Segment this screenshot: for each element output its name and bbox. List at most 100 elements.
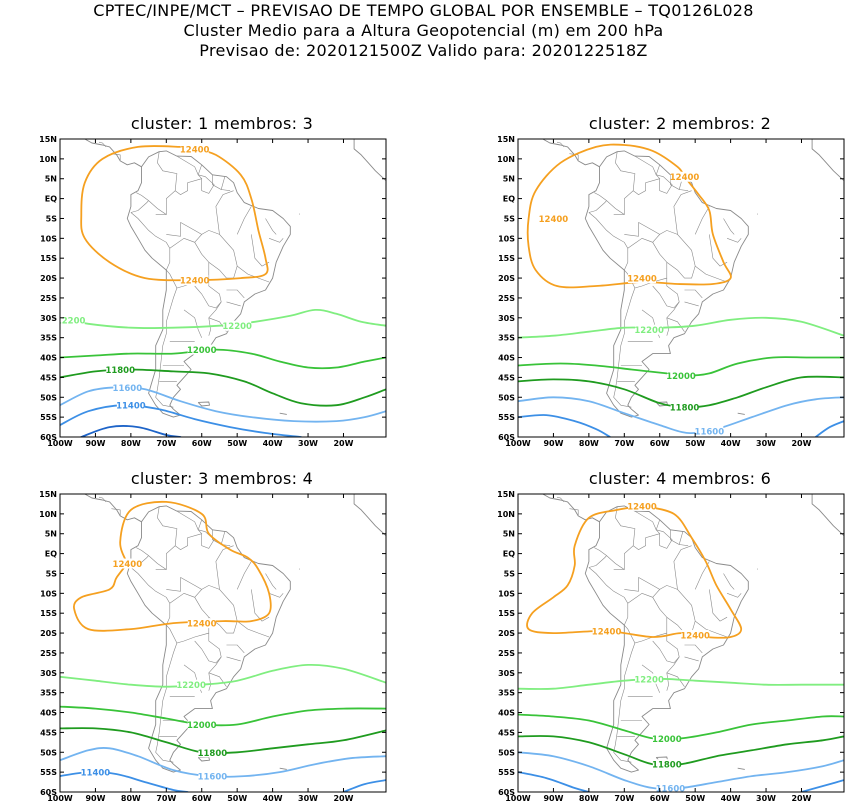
- lon-label: 40W: [263, 439, 283, 448]
- contour-label-bg: [628, 273, 657, 284]
- country-border: [136, 151, 178, 216]
- lat-label: 5N: [503, 175, 515, 184]
- lat-label: 15S: [40, 609, 57, 618]
- coastline: [119, 494, 121, 495]
- lat-label: 10S: [498, 589, 515, 598]
- lat-label: 20S: [40, 629, 57, 638]
- country-border: [98, 141, 107, 148]
- lon-label: 50W: [227, 794, 247, 803]
- lat-label: 40S: [40, 709, 57, 718]
- lat-label: 35S: [498, 689, 515, 698]
- contour-12200: [60, 663, 386, 688]
- contour-11400: [814, 420, 844, 437]
- country-border: [695, 620, 728, 638]
- country-border: [212, 529, 226, 545]
- lon-label: 80W: [579, 439, 599, 448]
- lat-label: 30S: [40, 669, 57, 678]
- country-border: [236, 561, 252, 590]
- contour-11400: [60, 771, 189, 792]
- contour-12000: [60, 348, 386, 370]
- country-border: [673, 545, 692, 590]
- lon-label: 20W: [791, 439, 811, 448]
- country-border: [155, 287, 178, 408]
- lat-label: 20S: [40, 274, 57, 283]
- lat-label: EQ: [45, 195, 57, 204]
- lat-label: 10N: [39, 510, 57, 519]
- contour-label-bg: [187, 344, 216, 355]
- country-border: [666, 261, 696, 279]
- lat-label: EQ: [503, 195, 515, 204]
- lon-label: 70W: [156, 794, 176, 803]
- lon-label: 70W: [156, 439, 176, 448]
- country-border: [670, 174, 684, 190]
- coastline: [279, 767, 287, 770]
- lat-label: 20S: [498, 629, 515, 638]
- contour-12200: [518, 316, 844, 339]
- lat-label: 35S: [40, 689, 57, 698]
- contour-11600: [60, 386, 386, 423]
- country-border: [111, 508, 121, 516]
- contour-label-bg: [652, 733, 681, 744]
- country-border: [98, 496, 107, 503]
- contour-12400: [73, 500, 272, 632]
- header-line-3: Previsao de: 2020121500Z Valido para: 20…: [199, 41, 648, 60]
- contour-label: 12400: [592, 628, 622, 638]
- lat-label: 10N: [39, 155, 57, 164]
- lon-label: 60W: [192, 794, 212, 803]
- lat-label: 25S: [40, 294, 57, 303]
- lat-label: 10N: [497, 155, 515, 164]
- contour-11400: [342, 779, 386, 792]
- contour-12000: [518, 713, 844, 741]
- lat-label: 5N: [45, 175, 57, 184]
- lat-label: 10N: [497, 510, 515, 519]
- panel-3-title: cluster: 3 membros: 4: [130, 469, 314, 488]
- lat-label: 25S: [40, 649, 57, 658]
- contour-label: 12400: [680, 632, 710, 642]
- country-border: [221, 189, 231, 191]
- contour-label: 12400: [180, 145, 210, 155]
- contour-label: 11400: [81, 769, 111, 779]
- country-border: [638, 577, 660, 590]
- country-border: [588, 200, 607, 213]
- map-frame: [59, 138, 387, 438]
- contour-label-bg: [180, 275, 209, 286]
- country-border: [652, 585, 696, 622]
- country-border: [208, 261, 238, 279]
- lat-label: 45S: [40, 373, 57, 382]
- lon-label: 90W: [543, 439, 563, 448]
- lat-label: 5N: [45, 530, 57, 539]
- country-border: [166, 577, 181, 592]
- contour-label: 12000: [187, 721, 217, 731]
- contour-label: 12000: [187, 346, 217, 356]
- country-border: [237, 265, 270, 283]
- contour-label: 11800: [198, 749, 228, 759]
- country-border: [251, 234, 270, 267]
- map-svg: 12400 12400 12200 12000 11800 11600 11400 15N 10…: [39, 490, 387, 803]
- coastline: [541, 494, 600, 523]
- header-line-2: Cluster Medio para a Altura Geopotencial…: [183, 21, 664, 40]
- country-border: [111, 153, 121, 161]
- lat-label: 15N: [39, 490, 57, 499]
- country-border: [194, 278, 222, 309]
- contour-label-bg: [695, 426, 724, 437]
- country-border: [130, 200, 149, 213]
- coastline: [584, 505, 749, 773]
- country-border: [709, 589, 728, 622]
- country-border: [633, 510, 661, 550]
- contour-label-bg: [223, 320, 252, 331]
- contour-label-bg: [539, 213, 568, 224]
- contour-label: 12400: [627, 275, 657, 285]
- lon-label: 30W: [756, 794, 776, 803]
- contour-11400: [60, 404, 302, 437]
- coastline: [737, 767, 745, 770]
- contour-label: 12200: [222, 322, 252, 332]
- map-frame: [59, 493, 387, 793]
- coastline: [83, 139, 142, 168]
- lat-label: 5S: [504, 214, 516, 223]
- country-border: [183, 309, 202, 338]
- contour-label: 12200: [634, 675, 664, 685]
- coastline: [541, 139, 600, 168]
- country-border: [679, 544, 689, 546]
- lon-label: 100W: [47, 439, 73, 448]
- country-border: [666, 672, 685, 687]
